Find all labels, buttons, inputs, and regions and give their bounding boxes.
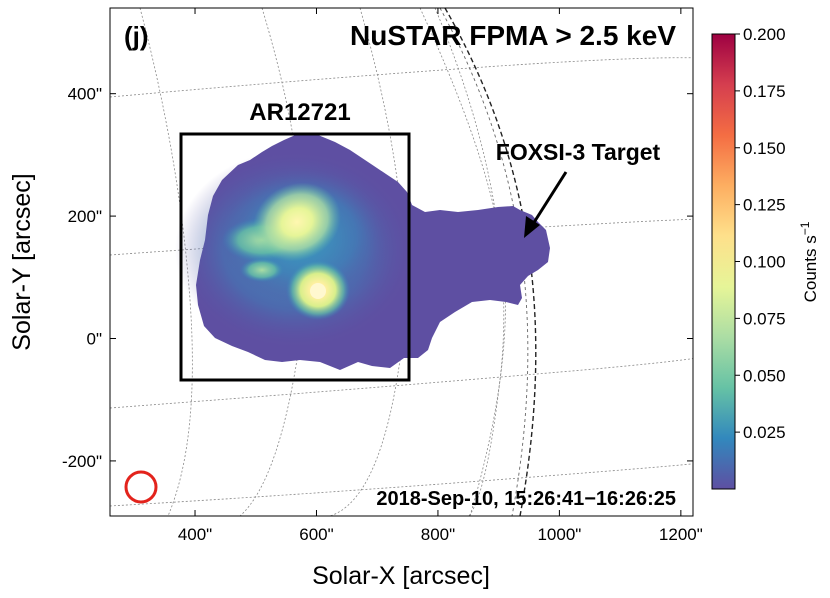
colorbar — [711, 33, 736, 490]
x-tick-label: 1200" — [659, 525, 703, 544]
x-tick-label: 1000" — [537, 525, 581, 544]
y-axis-title: Solar-Y [arcsec] — [8, 173, 36, 350]
y-axis: -200" 0" 200" 400" — [62, 85, 693, 471]
colorbar-title: Counts s−1 — [798, 221, 820, 302]
chart-title: NuSTAR FPMA > 2.5 keV — [350, 20, 676, 51]
x-axis-title: Solar-X [arcsec] — [312, 562, 490, 590]
grid-line — [434, 8, 505, 516]
target-arrow — [524, 171, 568, 238]
x-tick-label: 800" — [421, 525, 455, 544]
psf-circle — [124, 470, 158, 504]
target-annotation: FOXSI-3 Target — [496, 139, 661, 165]
colorbar-tick-label: 0.150 — [743, 139, 786, 158]
colorbar-title-sup: −1 — [798, 221, 812, 235]
emission-map — [175, 133, 550, 370]
colorbar-tick-label: 0.200 — [743, 25, 786, 44]
panel-label: (j) — [124, 21, 149, 51]
grid-line — [110, 463, 693, 507]
colorbar-title-text: Counts s — [801, 235, 820, 302]
colorbar-tick-label: 0.075 — [743, 309, 786, 328]
x-tick-label: 600" — [299, 525, 333, 544]
y-tick-label: -200" — [62, 452, 102, 471]
y-tick-label: 0" — [87, 330, 103, 349]
emission-patch-sw — [240, 258, 284, 282]
colorbar-tick-label: 0.175 — [743, 82, 786, 101]
ar-box-label: AR12721 — [249, 99, 350, 126]
grid-line — [110, 57, 693, 98]
x-tick-label: 400" — [178, 525, 212, 544]
time-range: 2018-Sep-10, 15:26:41−16:26:25 — [376, 488, 676, 510]
ar-box — [179, 132, 411, 382]
y-tick-label: 200" — [68, 207, 102, 226]
colorbar-tick-label: 0.125 — [743, 196, 786, 215]
emission-kernel-core — [310, 283, 326, 299]
x-axis: 400" 600" 800" 1000" 1200" — [178, 8, 703, 544]
y-tick-label: 400" — [68, 85, 102, 104]
emission-main-blob — [253, 182, 341, 262]
colorbar-tick-label: 0.050 — [743, 366, 786, 385]
colorbar-axis: 0.025 0.050 0.075 0.100 0.125 0.150 0.175 0.200 — [735, 25, 786, 442]
plot-frame — [109, 7, 694, 517]
colorbar-tick-label: 0.025 — [743, 423, 786, 442]
grid-line — [110, 358, 693, 409]
colorbar-tick-label: 0.100 — [743, 253, 786, 272]
